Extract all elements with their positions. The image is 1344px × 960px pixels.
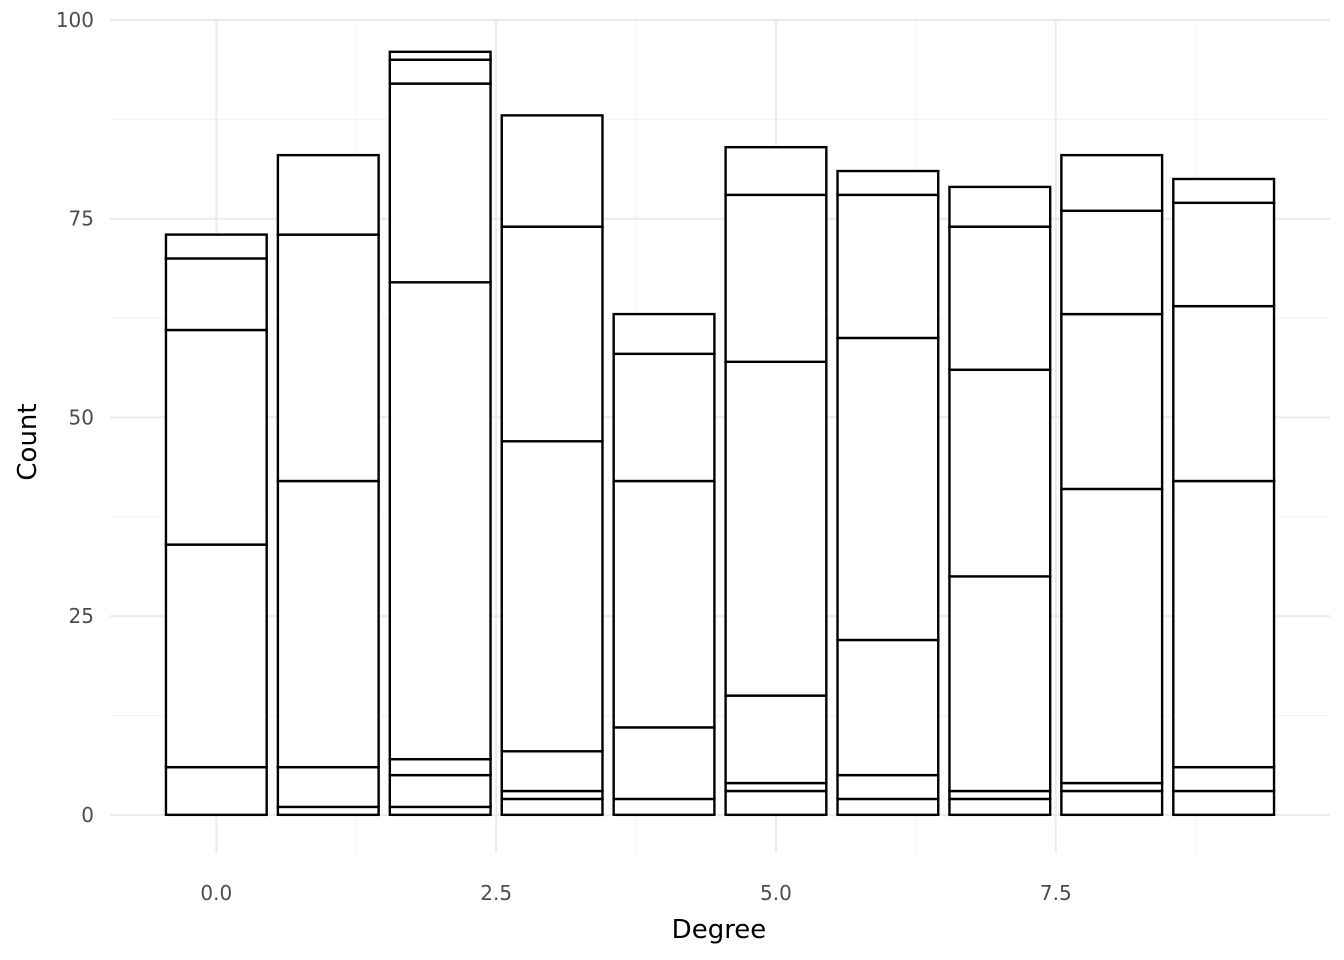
bar-segment: [500, 750, 604, 793]
bar-segment: [164, 765, 268, 817]
bar-segment: [1172, 304, 1276, 483]
bar-segment: [500, 797, 604, 817]
bar-segment: [500, 440, 604, 753]
bar-segment: [836, 336, 940, 642]
x-tick-label: 7.5: [1040, 881, 1072, 905]
x-axis-tick-labels: 0.0 2.5 5.0 7.5: [200, 881, 1071, 905]
bar-segment: [1172, 765, 1276, 793]
bar-stack: [948, 185, 1052, 817]
bar-segment: [836, 773, 940, 801]
bar-segment: [500, 114, 604, 228]
bar-segment: [948, 185, 1052, 228]
bar-segment: [724, 360, 828, 697]
bar-segment: [388, 50, 492, 61]
x-axis-title: Degree: [672, 915, 767, 945]
bar-stack: [164, 233, 268, 817]
bars-layer: [164, 50, 1276, 817]
y-tick-label: 50: [69, 405, 94, 429]
bar-segment: [836, 193, 940, 340]
bar-segment: [164, 233, 268, 260]
bar-segment: [388, 82, 492, 284]
bar-segment: [164, 257, 268, 332]
y-axis-tick-labels: 0 25 50 75 100: [56, 8, 94, 827]
bar-stack: [500, 114, 604, 817]
y-axis-title: Count: [13, 403, 43, 480]
bar-segment: [388, 281, 492, 761]
bar-segment: [724, 145, 828, 197]
bar-segment: [612, 352, 716, 483]
bar-segment: [836, 169, 940, 197]
bar-segment: [276, 233, 380, 483]
y-tick-label: 100: [56, 8, 94, 32]
bar-segment: [1060, 789, 1164, 817]
bar-segment: [388, 758, 492, 777]
bar-segment: [1060, 209, 1164, 316]
bar-segment: [724, 789, 828, 817]
bar-segment: [948, 797, 1052, 817]
x-tick-label: 0.0: [200, 881, 232, 905]
bar-segment: [612, 797, 716, 817]
bar-segment: [612, 479, 716, 729]
bar-stack: [612, 312, 716, 817]
bar-stack: [1172, 177, 1276, 817]
bar-segment: [612, 312, 716, 356]
bar-stack: [724, 145, 828, 817]
x-tick-label: 2.5: [480, 881, 512, 905]
bar-segment: [1172, 177, 1276, 205]
bar-segment: [724, 694, 828, 785]
bar-segment: [1172, 479, 1276, 769]
bar-segment: [836, 638, 940, 777]
bar-segment: [1172, 789, 1276, 817]
bar-segment: [1060, 487, 1164, 785]
y-tick-label: 0: [81, 803, 94, 827]
bar-segment: [388, 773, 492, 809]
bar-segment: [276, 765, 380, 809]
bar-segment: [1172, 201, 1276, 308]
bar-segment: [1060, 153, 1164, 212]
bar-segment: [948, 225, 1052, 371]
bar-stack: [388, 50, 492, 817]
bar-segment: [388, 58, 492, 85]
bar-segment: [500, 225, 604, 443]
bar-segment: [612, 726, 716, 801]
bar-segment: [1060, 312, 1164, 491]
bar-segment: [164, 543, 268, 769]
bar-segment: [276, 479, 380, 769]
bar-stack: [276, 153, 380, 817]
bar-segment: [836, 797, 940, 817]
y-tick-label: 25: [69, 604, 94, 628]
bar-stack: [836, 169, 940, 817]
bar-segment: [724, 193, 828, 363]
bar-segment: [276, 153, 380, 236]
bar-stack: [1060, 153, 1164, 817]
bar-segment: [948, 368, 1052, 578]
y-tick-label: 75: [69, 207, 94, 231]
bar-segment: [948, 575, 1052, 793]
bar-segment: [164, 328, 268, 546]
x-tick-label: 5.0: [760, 881, 792, 905]
